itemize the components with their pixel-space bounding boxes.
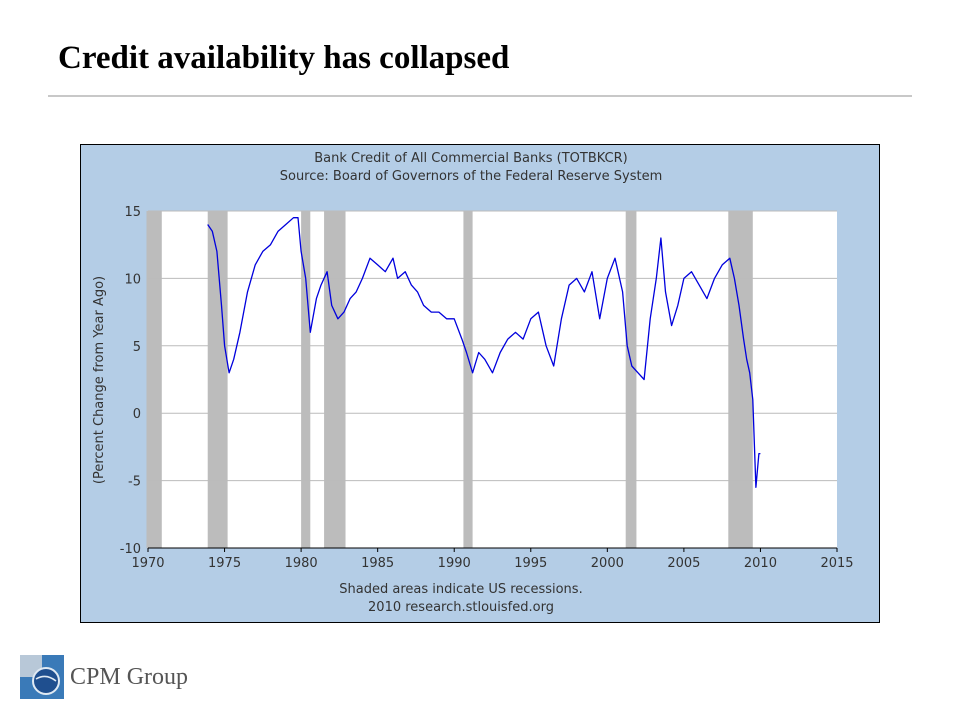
x-tick-label: 1980 — [285, 556, 318, 571]
x-tick-label: 2000 — [591, 556, 624, 571]
recession-band-2 — [301, 211, 311, 548]
series-layer — [207, 217, 761, 488]
chart-subtitle: Source: Board of Governors of the Federa… — [280, 169, 663, 184]
recession-band-3 — [324, 211, 346, 548]
chart-title: Bank Credit of All Commercial Banks (TOT… — [314, 151, 627, 166]
recession-band-0 — [146, 211, 162, 548]
x-tick-label: 1985 — [361, 556, 394, 571]
plot-area — [148, 211, 837, 548]
y-tick-label: 0 — [133, 407, 141, 422]
chart-footnote: Shaded areas indicate US recessions. — [339, 582, 582, 597]
y-tick-label: 10 — [124, 272, 141, 287]
y-tick-label: 5 — [133, 340, 141, 355]
recession-band-1 — [207, 211, 228, 548]
x-tick-label: 2005 — [667, 556, 700, 571]
x-tick-label: 2010 — [744, 556, 777, 571]
y-tick-label: -10 — [120, 542, 141, 557]
x-tick-label: 1990 — [438, 556, 471, 571]
chart-frame: Bank Credit of All Commercial Banks (TOT… — [80, 144, 880, 623]
x-tick-label: 1995 — [514, 556, 547, 571]
x-tick-label: 2015 — [820, 556, 853, 571]
grid-lines — [147, 210, 838, 552]
chart-credit: 2010 research.stlouisfed.org — [368, 600, 554, 615]
cpm-logo-icon — [20, 655, 64, 699]
chart-svg: Bank Credit of All Commercial Banks (TOT… — [92, 151, 854, 615]
recession-band-5 — [625, 211, 637, 548]
y-tick-label: 15 — [124, 205, 141, 220]
recession-band-6 — [728, 211, 753, 548]
x-tick-labels: 1970 1975 1980 1985 1990 1995 2000 2005 2010 2015 — [131, 556, 853, 571]
x-tick-label: 1970 — [131, 556, 164, 571]
y-axis-label: (Percent Change from Year Ago) — [92, 276, 107, 484]
series-line-0 — [207, 217, 761, 488]
slide-title: Credit availability has collapsed — [58, 40, 510, 76]
y-tick-labels: 15 10 5 0 -5 -10 — [120, 205, 141, 557]
x-tick-label: 1975 — [208, 556, 241, 571]
company-name: CPM Group — [70, 664, 189, 690]
y-tick-label: -5 — [128, 475, 141, 490]
recession-bands — [146, 211, 753, 548]
title-divider — [48, 95, 912, 97]
recession-band-4 — [463, 211, 473, 548]
